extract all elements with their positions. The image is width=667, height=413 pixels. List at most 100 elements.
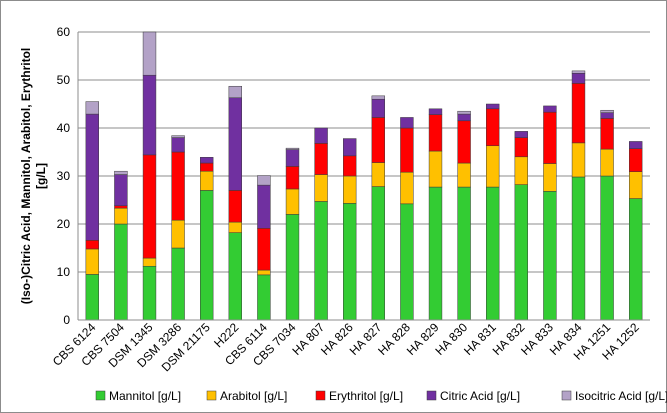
legend-swatch [315,390,326,401]
bar-segment [600,109,614,113]
bar-segment [543,163,557,192]
bar-segment [114,170,128,175]
legend-item: Erythritol [g/L] [315,389,403,403]
bar-segment [457,110,471,115]
bar-segment [428,114,443,152]
y-tick-labels: 0 10 20 30 40 50 60 [57,25,71,327]
bar-segment [200,162,214,172]
bar-segment [285,166,300,190]
bar-stack [85,101,99,321]
bar-segment [486,145,500,188]
bar-segment [428,108,443,115]
bar-segment [514,156,528,185]
bar-segment [257,228,271,271]
bar-segment [228,232,242,321]
bar-stack [343,138,357,321]
bar-stack [629,141,643,321]
bar-stack [486,103,500,321]
bar-segment [314,174,328,202]
bar-segment [228,190,242,223]
bar-segment [85,101,99,115]
bar-segment [629,148,643,172]
legend-label: Citric Acid [g/L] [440,389,520,403]
bar-segment [543,111,557,164]
bar-segment [142,257,157,267]
bar-segment [629,198,643,321]
bar-segment [571,73,586,84]
bar-segment [457,162,471,188]
bar-segment [85,274,99,321]
bar-stack [600,109,614,321]
legend-item: Arabitol [g/L] [206,389,287,403]
bar-segment [171,247,185,321]
bar-segment [200,157,214,164]
bar-segment [257,274,271,321]
bar-segment [200,190,214,321]
bar-segment [285,188,300,215]
bar-segment [171,219,185,249]
legend-item: Isocitric Acid [g/L] [561,389,667,403]
bar-segment [142,154,157,259]
bar-segment [629,141,643,149]
bar-segment [514,131,528,138]
bar-segment [486,108,500,147]
bar-segment [514,184,528,321]
bar-stack [228,85,242,321]
bar-segment [371,117,385,163]
bar-segment [228,97,242,191]
bar-stack [371,95,385,321]
bar-segment [142,31,157,76]
bar-segment [600,112,614,119]
bar-segment [171,151,185,221]
legend-swatch [426,390,437,401]
bar-segment [285,214,300,321]
bar-segment [142,74,157,156]
bar-segment [200,170,214,191]
bar-segment [85,248,99,275]
bar-segment [371,95,385,100]
bar-segment [171,137,185,153]
bar-segment [228,221,242,233]
bar-segment [343,155,357,177]
bar-segment [571,176,586,321]
bar-stack [314,127,328,321]
bar-segment [142,265,157,321]
bar-segment [257,269,271,276]
legend-label: Mannitol [g/L] [109,389,181,403]
bar-stack [142,31,157,321]
y-tick-label: 40 [57,121,71,135]
bar-stack [257,175,271,321]
bar-stack [543,105,557,321]
bar-segment [514,137,528,158]
legend-label: Erythritol [g/L] [329,389,403,403]
bar-segment [571,70,586,74]
bar-segment [114,205,128,209]
bar-segment [371,186,385,321]
gridlines [78,31,650,273]
legend-swatch [206,390,217,401]
bar-segment [400,171,414,205]
bar-segment [571,142,586,178]
bar-segment [600,175,614,321]
legend-swatch [561,390,572,401]
bar-segment [600,148,614,177]
bar-segment [543,105,557,113]
bar-segment [600,118,614,150]
bar-stack [571,70,586,321]
bar-segment [114,207,128,225]
bar-stack [171,135,185,321]
bar-segment [428,186,443,321]
bar-stack [285,147,300,321]
y-axis-label-line1: (Iso-)Citric Acid, Mannitol, Arabitol, E… [19,48,33,304]
bar-segment [543,191,557,321]
bar-segment [343,175,357,204]
bar-segment [285,147,300,150]
bar-segment [314,127,328,144]
bar-segment [114,174,128,207]
axes [77,32,650,321]
bar-segment [114,223,128,321]
bar-segment [486,103,500,110]
bar-segment [457,120,471,164]
bar-segment [400,127,414,173]
